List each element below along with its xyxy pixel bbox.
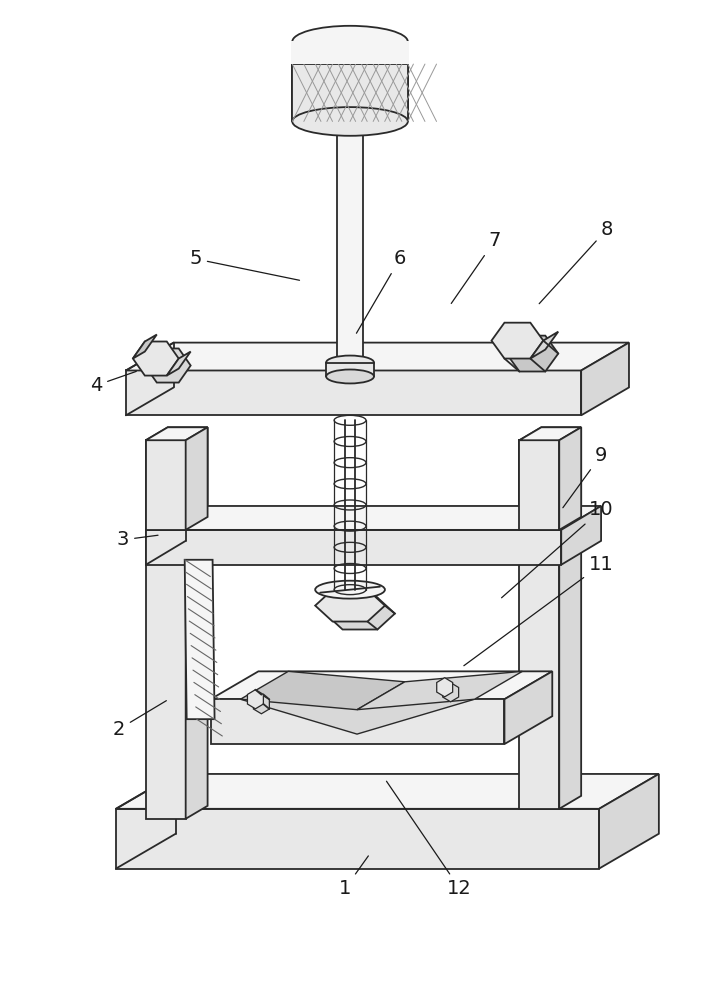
Polygon shape: [186, 427, 208, 819]
Text: 8: 8: [539, 220, 613, 304]
Polygon shape: [146, 427, 208, 440]
Polygon shape: [492, 323, 543, 359]
Polygon shape: [133, 342, 179, 376]
Polygon shape: [505, 671, 552, 744]
Polygon shape: [145, 348, 191, 383]
Polygon shape: [437, 678, 452, 697]
Text: 4: 4: [90, 371, 136, 395]
Ellipse shape: [326, 356, 374, 370]
Polygon shape: [126, 343, 629, 370]
Polygon shape: [519, 427, 581, 440]
Polygon shape: [240, 699, 475, 734]
Text: 3: 3: [117, 530, 158, 549]
Polygon shape: [211, 671, 552, 699]
Text: 1: 1: [339, 856, 368, 898]
Polygon shape: [184, 560, 215, 719]
Polygon shape: [559, 427, 581, 809]
Polygon shape: [253, 695, 269, 714]
Polygon shape: [167, 352, 191, 376]
Text: 12: 12: [386, 781, 472, 898]
Polygon shape: [146, 440, 186, 819]
Ellipse shape: [315, 581, 385, 599]
Polygon shape: [116, 809, 599, 869]
Polygon shape: [240, 671, 405, 710]
Polygon shape: [559, 427, 581, 530]
Text: 6: 6: [356, 249, 406, 333]
Text: 7: 7: [452, 231, 501, 303]
Polygon shape: [337, 121, 363, 372]
Polygon shape: [146, 506, 601, 530]
Ellipse shape: [326, 370, 374, 383]
Polygon shape: [293, 42, 408, 121]
Polygon shape: [146, 440, 186, 530]
Polygon shape: [126, 370, 581, 415]
Polygon shape: [146, 530, 561, 565]
Polygon shape: [531, 332, 558, 359]
Polygon shape: [146, 427, 208, 440]
Polygon shape: [315, 590, 385, 622]
Polygon shape: [325, 598, 395, 630]
Polygon shape: [291, 41, 409, 64]
Text: 9: 9: [563, 446, 607, 508]
Text: 11: 11: [464, 555, 613, 666]
Polygon shape: [186, 427, 208, 530]
Polygon shape: [519, 427, 581, 440]
Text: 5: 5: [189, 249, 300, 280]
Ellipse shape: [293, 107, 408, 136]
Polygon shape: [326, 363, 374, 376]
Polygon shape: [116, 774, 659, 809]
Text: 10: 10: [502, 500, 613, 598]
Ellipse shape: [293, 26, 408, 58]
Polygon shape: [599, 774, 659, 869]
Polygon shape: [211, 699, 505, 744]
Polygon shape: [293, 64, 408, 121]
Polygon shape: [581, 343, 629, 415]
Polygon shape: [561, 506, 601, 565]
Polygon shape: [507, 336, 558, 371]
Polygon shape: [443, 683, 459, 702]
Polygon shape: [133, 335, 157, 359]
Polygon shape: [519, 440, 559, 530]
Text: 2: 2: [113, 701, 166, 739]
Polygon shape: [519, 440, 559, 809]
Polygon shape: [248, 690, 264, 709]
Polygon shape: [357, 671, 523, 710]
